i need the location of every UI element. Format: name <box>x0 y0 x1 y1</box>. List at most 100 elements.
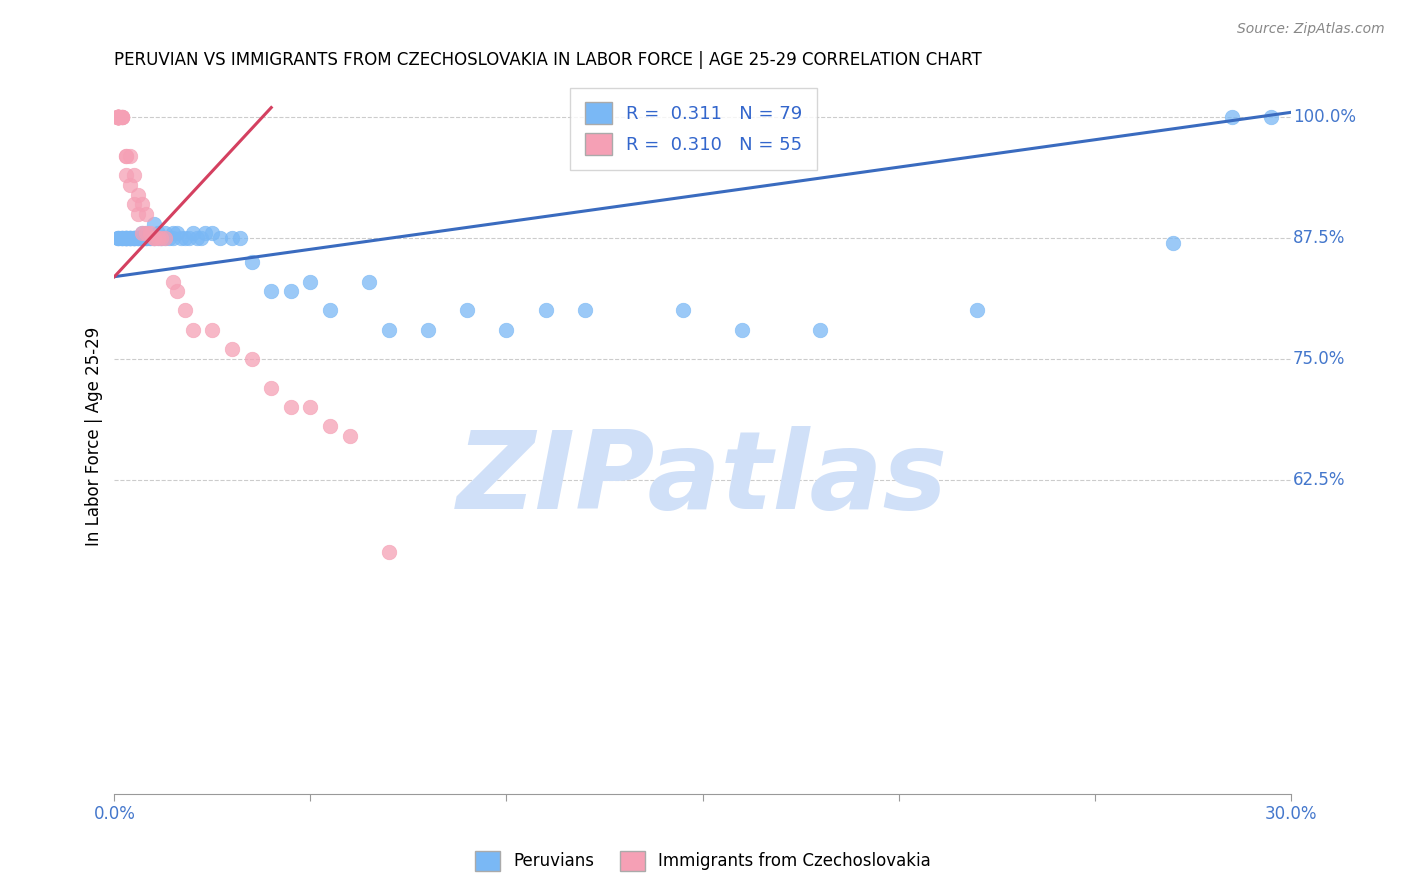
Point <box>142 231 165 245</box>
Point <box>131 197 153 211</box>
Point <box>115 231 138 245</box>
Point <box>107 110 129 124</box>
Point <box>166 226 188 240</box>
Point <box>135 231 157 245</box>
Point <box>107 231 129 245</box>
Point <box>107 231 129 245</box>
Point <box>115 231 138 245</box>
Point <box>107 110 129 124</box>
Point <box>135 226 157 240</box>
Point <box>107 110 129 124</box>
Point <box>574 303 596 318</box>
Point <box>120 178 142 192</box>
Point <box>107 110 129 124</box>
Point <box>260 381 283 395</box>
Point <box>142 231 165 245</box>
Point <box>672 303 695 318</box>
Point <box>966 303 988 318</box>
Point <box>122 231 145 245</box>
Point <box>115 231 138 245</box>
Text: 87.5%: 87.5% <box>1294 229 1346 247</box>
Text: 75.0%: 75.0% <box>1294 350 1346 368</box>
Point <box>115 231 138 245</box>
Point <box>138 226 160 240</box>
Point <box>240 351 263 366</box>
Point <box>127 231 149 245</box>
Point <box>107 110 129 124</box>
Point <box>162 231 184 245</box>
Point <box>339 429 361 443</box>
Point <box>157 231 180 245</box>
Point <box>107 110 129 124</box>
Point <box>146 231 169 245</box>
Point <box>111 231 134 245</box>
Point <box>120 231 142 245</box>
Point <box>378 323 401 337</box>
Point <box>107 110 129 124</box>
Point <box>201 323 224 337</box>
Point <box>162 226 184 240</box>
Legend: R =  0.311   N = 79, R =  0.310   N = 55: R = 0.311 N = 79, R = 0.310 N = 55 <box>571 87 817 169</box>
Point <box>162 275 184 289</box>
Point <box>186 231 208 245</box>
Point <box>122 197 145 211</box>
Point <box>107 110 129 124</box>
Point <box>122 168 145 182</box>
Point <box>135 226 157 240</box>
Point <box>201 226 224 240</box>
Point <box>111 110 134 124</box>
Point <box>174 231 197 245</box>
Point <box>319 419 342 434</box>
Point <box>131 231 153 245</box>
Point <box>107 110 129 124</box>
Text: 62.5%: 62.5% <box>1294 471 1346 489</box>
Point <box>122 231 145 245</box>
Point <box>120 149 142 163</box>
Point <box>135 231 157 245</box>
Point <box>1161 235 1184 250</box>
Point <box>150 231 173 245</box>
Point <box>808 323 831 337</box>
Legend: Peruvians, Immigrants from Czechoslovakia: Peruvians, Immigrants from Czechoslovaki… <box>467 842 939 880</box>
Point <box>378 545 401 559</box>
Point <box>190 231 212 245</box>
Point <box>495 323 517 337</box>
Point <box>280 400 302 414</box>
Point <box>107 110 129 124</box>
Point <box>240 255 263 269</box>
Point <box>127 231 149 245</box>
Point <box>142 217 165 231</box>
Y-axis label: In Labor Force | Age 25-29: In Labor Force | Age 25-29 <box>86 326 103 546</box>
Text: ZIPatlas: ZIPatlas <box>457 426 948 532</box>
Point <box>155 231 177 245</box>
Text: 100.0%: 100.0% <box>1294 108 1355 127</box>
Point <box>107 110 129 124</box>
Point <box>1220 110 1243 124</box>
Point <box>120 231 142 245</box>
Point <box>111 110 134 124</box>
Point <box>127 207 149 221</box>
Point <box>359 275 381 289</box>
Point <box>456 303 478 318</box>
Point <box>319 303 342 318</box>
Point <box>142 231 165 245</box>
Point <box>209 231 232 245</box>
Point <box>416 323 439 337</box>
Point <box>111 110 134 124</box>
Point <box>150 231 173 245</box>
Point <box>111 231 134 245</box>
Point <box>260 284 283 298</box>
Point <box>111 231 134 245</box>
Point <box>107 110 129 124</box>
Point <box>155 231 177 245</box>
Point <box>170 231 193 245</box>
Point <box>155 226 177 240</box>
Point <box>181 323 204 337</box>
Point <box>120 231 142 245</box>
Point <box>107 110 129 124</box>
Point <box>122 231 145 245</box>
Point <box>120 231 142 245</box>
Point <box>229 231 252 245</box>
Point <box>111 110 134 124</box>
Point <box>115 149 138 163</box>
